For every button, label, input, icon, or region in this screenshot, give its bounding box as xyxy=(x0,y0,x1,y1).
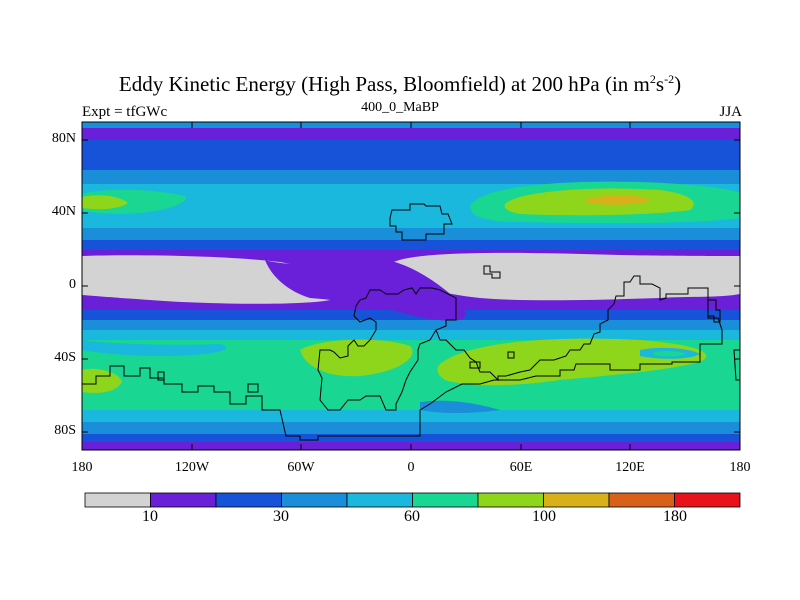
band-south-blue xyxy=(82,310,740,322)
lon-label-180e: 180 xyxy=(729,460,751,475)
colorbar-swatch-0 xyxy=(84,492,151,508)
coast-island-east-edge xyxy=(733,349,740,381)
colorbar xyxy=(84,492,741,508)
tropics-gray-east xyxy=(387,252,740,301)
axis-ticks xyxy=(81,122,741,450)
coast-island-south-2 xyxy=(507,351,515,359)
contour-field xyxy=(82,122,740,450)
colorbar-swatch-9 xyxy=(674,492,741,508)
lon-label-120e: 120E xyxy=(615,460,645,475)
nh-yellowgreen-west xyxy=(82,195,128,210)
colorbar-swatch-3 xyxy=(281,492,348,508)
chart-subtitle: 400_0_MaBP xyxy=(361,100,439,115)
coast-north-continent xyxy=(389,203,453,241)
sh-cyan-west-indent xyxy=(82,340,227,356)
sh-yellowgreen-atl xyxy=(300,339,413,377)
experiment-label: Expt = tfGWc xyxy=(82,104,168,120)
colorbar-label-60: 60 xyxy=(404,508,420,525)
band-south-cyan2 xyxy=(82,410,740,424)
coast-island-north xyxy=(483,265,501,279)
coast-island-south-3 xyxy=(157,371,165,381)
colorbar-label-180: 180 xyxy=(663,508,687,525)
colorbar-swatch-7 xyxy=(543,492,610,508)
sh-cyan-lower xyxy=(420,400,500,413)
band-north-midblue xyxy=(82,170,740,186)
band-south-midblue2 xyxy=(82,422,740,436)
colorbar-swatch-1 xyxy=(150,492,217,508)
sh-yellowgreen-west xyxy=(82,368,122,393)
coast-island-south-4 xyxy=(247,383,259,393)
lat-label-80s: 80S xyxy=(54,423,76,438)
colorbar-label-100: 100 xyxy=(532,508,556,525)
lat-label-40n: 40N xyxy=(51,204,76,219)
chart-title: Eddy Kinetic Energy (High Pass, Bloomfie… xyxy=(118,72,682,96)
sh-green-sliver xyxy=(654,350,686,357)
lon-label-120w: 120W xyxy=(174,460,210,475)
coast-island-south-1 xyxy=(469,361,481,369)
lon-label-60w: 60W xyxy=(287,460,315,475)
band-north-midblue2 xyxy=(82,228,740,242)
colorbar-label-10: 10 xyxy=(142,508,158,525)
lon-label-180w: 180 xyxy=(71,460,93,475)
colorbar-swatch-4 xyxy=(346,492,413,508)
coast-south-west-continent xyxy=(82,275,723,441)
coast-east-peninsula xyxy=(707,299,721,323)
band-south-blue2 xyxy=(82,434,740,444)
sh-yellowgreen-ind xyxy=(437,338,707,386)
colorbar-swatch-6 xyxy=(477,492,544,508)
season-label: JJA xyxy=(719,104,742,120)
atlantic-purple-tongue xyxy=(265,260,466,321)
colorbar-swatch-5 xyxy=(412,492,479,508)
band-north-blue xyxy=(82,140,740,172)
lon-label-60e: 60E xyxy=(509,460,533,475)
colorbar-label-30: 30 xyxy=(273,508,289,525)
lat-label-80n: 80N xyxy=(51,131,76,146)
band-north-blue2 xyxy=(82,240,740,252)
nh-orange-east xyxy=(585,195,650,205)
coastlines xyxy=(82,203,740,441)
lon-label-0: 0 xyxy=(407,460,415,475)
colorbar-swatch-8 xyxy=(608,492,675,508)
band-south-midblue xyxy=(82,320,740,332)
band-north-purple xyxy=(82,128,740,142)
lat-label-0: 0 xyxy=(69,277,76,292)
colorbar-swatch-2 xyxy=(215,492,282,508)
lat-label-40s: 40S xyxy=(54,350,76,365)
